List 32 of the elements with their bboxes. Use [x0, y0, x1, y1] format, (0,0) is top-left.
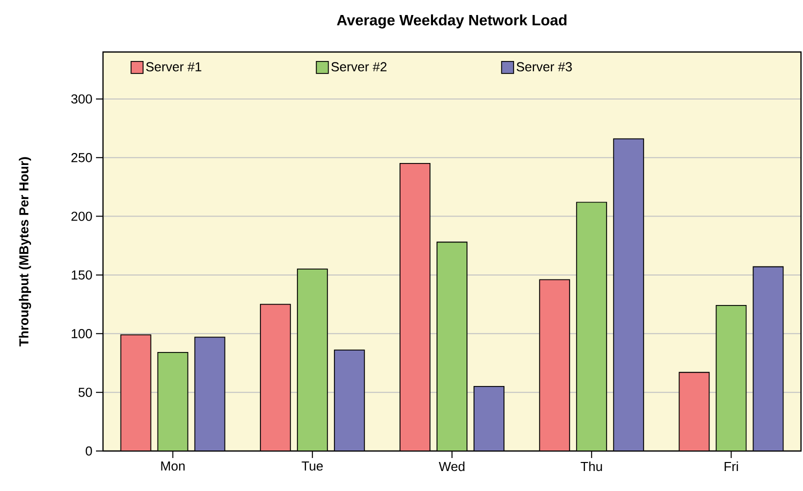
x-tick-label: Tue: [302, 462, 323, 471]
y-axis-title: Throughput (MBytes Per Hour): [18, 157, 32, 346]
y-tick-label: 0: [86, 446, 92, 456]
x-tick-label: Thu: [580, 462, 602, 472]
y-tick-label: 50: [78, 388, 92, 397]
legend-label: Server #3: [516, 62, 572, 72]
bar: [120, 334, 151, 451]
bar: [400, 163, 430, 451]
y-tick-label: 300: [71, 94, 92, 104]
x-tick-label: Fri: [724, 462, 738, 471]
bar: [752, 266, 784, 451]
bar: [613, 138, 644, 451]
y-tick-label: 100: [72, 329, 92, 338]
legend-label: Server #1: [146, 62, 202, 72]
bar: [576, 202, 608, 451]
bar: [678, 372, 710, 451]
bar: [474, 386, 504, 451]
x-tick-label: Mon: [161, 462, 185, 471]
y-tick-label: 150: [72, 270, 92, 280]
bar: [296, 268, 328, 451]
bar: [260, 304, 291, 451]
y-tick-label: 200: [71, 212, 92, 221]
bar: [334, 350, 365, 451]
bar: [436, 242, 468, 451]
legend-label: Server #2: [331, 62, 386, 72]
chart-title: Average Weekday Network Load: [336, 14, 566, 28]
x-tick-label: Wed: [438, 462, 464, 472]
bar: [716, 305, 747, 451]
bar: [194, 337, 225, 451]
bar: [539, 279, 570, 451]
y-tick-label: 250: [71, 153, 92, 162]
bar: [158, 352, 188, 451]
